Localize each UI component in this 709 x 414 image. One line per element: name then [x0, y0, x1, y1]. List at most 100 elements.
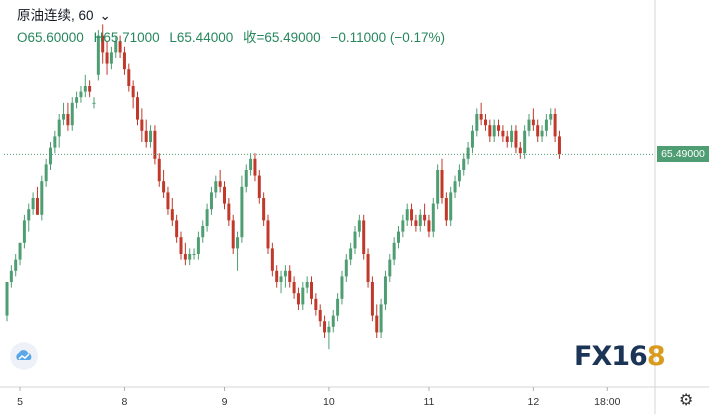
- x-tick-label: 10: [323, 396, 335, 408]
- candle-body: [31, 198, 35, 210]
- candle-body: [179, 237, 183, 254]
- candle-body: [318, 310, 322, 322]
- candle-body: [240, 186, 244, 238]
- candle-body: [283, 270, 287, 277]
- x-tick-label: 18:00: [594, 396, 620, 408]
- candle-body: [253, 158, 257, 176]
- candle-body: [444, 198, 448, 221]
- x-tick-label: 5: [17, 396, 23, 408]
- candle-body: [175, 220, 179, 238]
- candle-body: [553, 114, 557, 137]
- candle-body: [466, 147, 470, 159]
- candle-body: [57, 119, 61, 137]
- candle-body: [475, 114, 479, 131]
- candle-body: [405, 209, 409, 221]
- candle-body: [262, 198, 266, 221]
- candle-body: [305, 282, 309, 288]
- candle-body: [96, 35, 100, 75]
- cloud-icon-svg: [16, 350, 32, 360]
- candle-body: [270, 248, 274, 271]
- candle-body: [536, 125, 540, 137]
- candle-body: [418, 214, 422, 226]
- candle-body: [188, 254, 192, 260]
- candle-body: [449, 192, 453, 221]
- candle-body: [470, 130, 474, 148]
- low-value: L65.44000: [169, 30, 234, 45]
- candle-body: [431, 203, 435, 232]
- candle-body: [392, 242, 396, 260]
- candle-body: [223, 186, 226, 204]
- candle-body: [383, 276, 387, 305]
- candle-body: [379, 304, 383, 333]
- candle-body: [527, 119, 531, 131]
- candle-body: [105, 52, 109, 64]
- candle-body: [523, 130, 527, 154]
- candle-body: [462, 158, 466, 170]
- candle-body: [201, 226, 205, 238]
- candle-body: [127, 69, 131, 86]
- candle-body: [288, 270, 292, 282]
- candle-body: [257, 175, 261, 198]
- candle-body: [118, 41, 122, 53]
- candle-body: [423, 214, 427, 221]
- candle-body: [5, 282, 9, 316]
- logo-accent-text: 8: [646, 341, 666, 372]
- candle-body: [440, 170, 444, 198]
- candle-body: [79, 91, 83, 98]
- candle-body: [410, 209, 414, 221]
- candle-body: [83, 86, 87, 92]
- candle-body: [122, 52, 126, 70]
- candle-body: [62, 114, 66, 120]
- candle-body: [436, 170, 440, 204]
- x-tick-label: 12: [528, 396, 540, 408]
- candle-body: [296, 293, 300, 305]
- candle-body: [266, 220, 270, 249]
- candle-body: [336, 298, 340, 316]
- logo-main-text: FX16: [574, 341, 648, 372]
- candle-body: [136, 97, 139, 120]
- candle-body: [292, 282, 296, 294]
- candle-body: [275, 270, 279, 282]
- candle-body: [170, 209, 174, 221]
- candle-body: [531, 119, 535, 126]
- candle-body: [540, 130, 544, 137]
- candle-body: [149, 130, 153, 142]
- candle-body: [388, 259, 392, 277]
- gear-icon[interactable]: ⚙: [679, 392, 694, 409]
- candle-body: [218, 181, 222, 187]
- candle-body: [505, 136, 509, 142]
- candle-body: [140, 119, 144, 131]
- candle-body: [18, 242, 22, 260]
- fx168-logo: FX168: [574, 341, 666, 372]
- candle-body: [484, 119, 487, 126]
- candle-body: [166, 192, 170, 210]
- candle-body: [75, 97, 79, 103]
- candle-body: [236, 237, 240, 249]
- candle-body: [349, 248, 353, 260]
- chevron-down-icon[interactable]: ⌄: [99, 8, 111, 23]
- candle-body: [66, 114, 70, 126]
- high-value: H65.71000: [93, 30, 160, 45]
- candle-body: [205, 209, 209, 226]
- cloud-icon[interactable]: [10, 342, 38, 370]
- x-tick-label: 8: [122, 396, 128, 408]
- candle-body: [209, 192, 213, 210]
- candle-body: [375, 315, 379, 333]
- candle-body: [92, 102, 96, 104]
- candle-body: [323, 321, 327, 333]
- candle-body: [331, 315, 335, 327]
- candle-body: [131, 86, 135, 98]
- candle-body: [231, 220, 235, 249]
- candle-body: [353, 231, 357, 249]
- candle-body: [340, 276, 344, 299]
- candle-body: [157, 158, 161, 182]
- candle-body: [510, 130, 514, 142]
- symbol-label[interactable]: 原油连续, 60 ⌄: [17, 4, 117, 24]
- candle-body: [53, 136, 57, 148]
- candle-body: [183, 254, 187, 260]
- candle-body: [362, 220, 366, 254]
- x-tick-label: 11: [423, 396, 434, 408]
- candle-body: [557, 136, 561, 155]
- candle-body: [9, 270, 13, 282]
